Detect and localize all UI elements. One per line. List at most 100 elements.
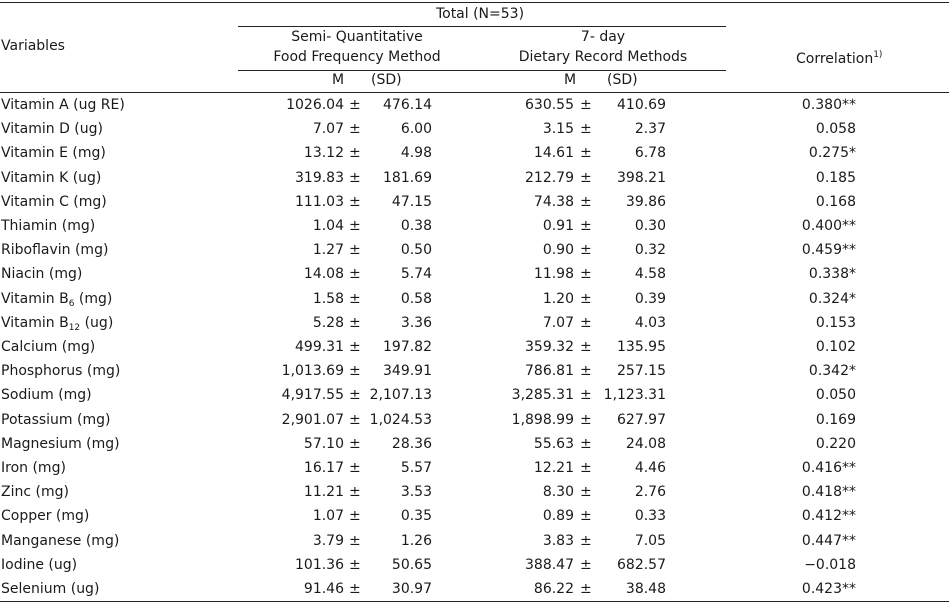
dr-sd: 4.03 <box>634 314 666 331</box>
variable-name: Riboflavin (mg) <box>1 242 109 259</box>
header-m1: M <box>332 72 345 88</box>
dr-plus-minus: ± <box>580 266 592 283</box>
sqffm-mean: 7.07 <box>312 121 344 138</box>
correlation-value: 0.185 <box>815 169 856 186</box>
sqffm-plus-minus: ± <box>349 363 361 380</box>
sqffm-sd: 181.69 <box>383 169 432 186</box>
correlation-value: 0.168 <box>815 193 856 210</box>
table-row: Sodium (mg) 4,917.55 ±2,107.13 3,285.31 ±1,1… <box>0 384 949 408</box>
variable-name: Manganese (mg) <box>1 532 120 549</box>
dr-plus-minus: ± <box>580 242 592 259</box>
correlation-value: 0.423** <box>801 581 856 597</box>
sqffm-plus-minus: ± <box>349 387 361 404</box>
top-rule <box>0 2 949 3</box>
sqffm-sd: 5.57 <box>400 460 432 476</box>
sqffm-plus-minus: ± <box>349 266 361 283</box>
sqffm-sd: 47.15 <box>391 193 432 210</box>
table-row: Vitamin C (mg) 111.03 ±47.15 74.38 ±39.86 0.1… <box>0 191 949 215</box>
variable-label: Iodine (ug) <box>1 556 77 574</box>
dr-sd: 0.32 <box>634 242 666 259</box>
sqffm-mean: 16.17 <box>303 460 344 476</box>
variable-name: Sodium (mg) <box>1 387 92 404</box>
table-row: Riboflavin (mg) 1.27 ±0.50 0.90 ±0.32 0.459** <box>0 239 949 263</box>
sqffm-sd: 30.97 <box>391 581 432 597</box>
sqffm-mean: 101.36 <box>295 556 344 573</box>
header-sqffm-line1: Semi- Quantitative <box>291 29 423 45</box>
dr-plus-minus: ± <box>580 97 592 113</box>
sqffm-plus-minus: ± <box>349 290 361 307</box>
dr-plus-minus: ± <box>580 460 592 476</box>
sqffm-sd: 0.50 <box>400 242 432 259</box>
table-row: Vitamin K (ug) 319.83 ±181.69 212.79 ±398.21… <box>0 167 949 191</box>
variable-label: Niacin (mg) <box>1 265 82 283</box>
dr-mean: 11.98 <box>533 266 574 283</box>
sqffm-sd: 476.14 <box>383 97 432 113</box>
sqffm-mean: 91.46 <box>303 581 344 597</box>
header-dr-line1: 7- day <box>580 29 626 45</box>
variable-label: Vitamin D (ug) <box>1 120 103 138</box>
sqffm-mean: 1026.04 <box>286 97 344 113</box>
sqffm-mean: 1.04 <box>312 218 344 234</box>
sqffm-sd: 0.58 <box>400 290 432 307</box>
variable-name: Niacin (mg) <box>1 266 83 283</box>
sqffm-mean: 499.31 <box>295 339 344 355</box>
dr-mean: 359.32 <box>525 339 574 355</box>
variable-subscript: 6 <box>68 298 75 309</box>
variable-label: Vitamin B6 (mg) <box>1 290 112 309</box>
dr-mean: 0.89 <box>542 508 574 525</box>
dr-sd: 38.48 <box>625 581 666 597</box>
variable-label: Potassium (mg) <box>1 411 110 429</box>
dr-mean: 14.61 <box>533 145 574 162</box>
correlation-footnote-mark: 1) <box>873 50 883 60</box>
dr-mean: 3.83 <box>542 532 574 549</box>
table-row: Niacin (mg) 14.08 ±5.74 11.98 ±4.58 0.338* <box>0 263 949 287</box>
dr-sd: 6.78 <box>634 145 666 162</box>
sqffm-mean: 14.08 <box>303 266 344 283</box>
sqffm-mean: 4,917.55 <box>281 387 344 404</box>
sqffm-sd: 5.74 <box>400 266 432 283</box>
table-row: Vitamin B6 (mg) 1.58 ±0.58 1.20 ±0.39 0.324* <box>0 288 949 312</box>
dr-plus-minus: ± <box>580 556 592 573</box>
dr-plus-minus: ± <box>580 290 592 307</box>
dr-plus-minus: ± <box>580 435 592 452</box>
header-dr-line2: Dietary Record Methods <box>518 49 688 65</box>
variable-label: Copper (mg) <box>1 507 89 525</box>
variable-name: Vitamin C (mg) <box>1 193 107 210</box>
sqffm-plus-minus: ± <box>349 435 361 452</box>
dr-plus-minus: ± <box>580 193 592 210</box>
sqffm-mean: 111.03 <box>295 193 344 210</box>
dr-sd: 7.05 <box>634 532 666 549</box>
dr-plus-minus: ± <box>580 218 592 234</box>
variable-name: Vitamin B <box>1 290 69 307</box>
dr-mean: 1.20 <box>542 290 574 307</box>
dr-mean: 0.91 <box>542 218 574 234</box>
dr-mean: 630.55 <box>525 97 574 113</box>
dr-sd: 0.33 <box>634 508 666 525</box>
sqffm-mean: 2,901.07 <box>281 411 344 428</box>
sqffm-plus-minus: ± <box>349 508 361 525</box>
variable-name: Calcium (mg) <box>1 339 96 355</box>
sqffm-mean: 1.27 <box>312 242 344 259</box>
dr-sd: 257.15 <box>617 363 666 380</box>
header-sd1: (SD) <box>371 72 402 88</box>
dr-sd: 410.69 <box>617 97 666 113</box>
bottom-rule <box>0 601 949 602</box>
header-total: Total (N=53) <box>435 6 525 22</box>
dr-sd: 682.57 <box>617 556 666 573</box>
correlation-value: 0.102 <box>815 339 856 355</box>
correlation-value: 0.380** <box>801 97 856 113</box>
dr-plus-minus: ± <box>580 411 592 428</box>
sqffm-plus-minus: ± <box>349 193 361 210</box>
variable-label: Phosphorus (mg) <box>1 362 120 380</box>
sqffm-sd: 1,024.53 <box>369 411 432 428</box>
dr-plus-minus: ± <box>580 314 592 331</box>
correlation-value: 0.220 <box>815 435 856 452</box>
dr-sd: 627.97 <box>617 411 666 428</box>
dr-sd: 39.86 <box>625 193 666 210</box>
dr-sd: 4.58 <box>634 266 666 283</box>
sqffm-sd: 3.36 <box>400 314 432 331</box>
sqffm-mean: 11.21 <box>303 484 344 501</box>
variable-label: Vitamin C (mg) <box>1 193 107 211</box>
dr-sd: 0.39 <box>634 290 666 307</box>
method-underline <box>238 70 726 71</box>
